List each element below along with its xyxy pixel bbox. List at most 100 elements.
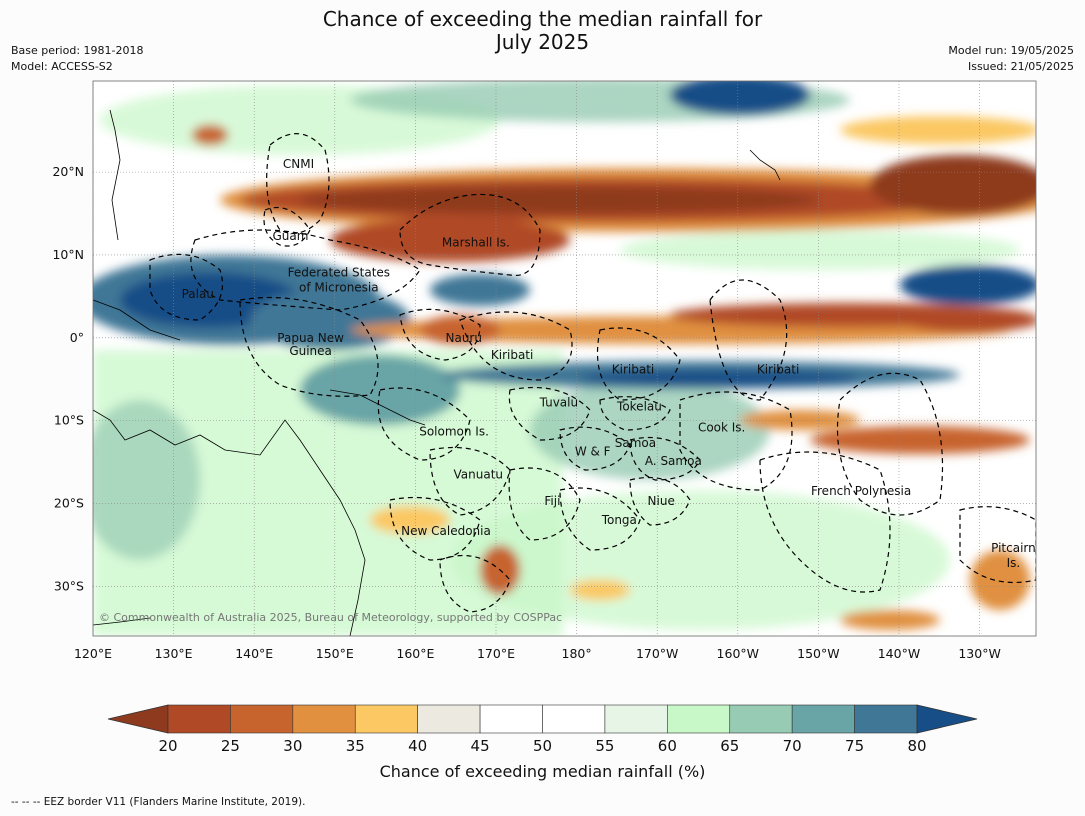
field-region — [900, 308, 1036, 332]
eez-french-polynesia-north — [836, 372, 944, 516]
longitude-ticks: 120°E 130°E 140°E 150°E 160°E 170°E 180° 170°W 1… — [74, 646, 1001, 661]
field-region — [810, 426, 1030, 454]
map-title: Chance of exceeding the median rainfall … — [0, 8, 1085, 54]
lon-tick-label: 180° — [562, 646, 592, 661]
eez-borders — [149, 133, 1036, 613]
colorbar-label: Chance of exceeding median rainfall (%) — [379, 762, 706, 781]
colorbar-tick-label: 20 — [158, 737, 177, 755]
eez-tuvalu — [508, 386, 591, 441]
place-label: Tonga — [601, 513, 637, 527]
lon-tick-label: 130°E — [155, 646, 193, 661]
field-region — [330, 218, 570, 262]
field-region — [840, 610, 940, 630]
eez-cook — [679, 391, 793, 491]
eez-fsm — [190, 229, 421, 311]
lon-tick-label: 140°E — [235, 646, 273, 661]
colorbar-tick-label: 35 — [346, 737, 365, 755]
eez-vanuatu — [429, 446, 511, 516]
eez-cnmi — [266, 133, 330, 234]
title-line-1: Chance of exceeding the median rainfall … — [322, 7, 763, 31]
eez-tokelau — [599, 396, 671, 431]
lat-tick-label: 0° — [70, 330, 84, 345]
philippines-coast — [109, 109, 121, 241]
lon-tick-label: 160°E — [396, 646, 434, 661]
colorbar-tick-label: 25 — [221, 737, 240, 755]
colorbar-segment — [230, 704, 294, 734]
hawaii-coast — [749, 149, 781, 181]
colorbar-segment — [479, 704, 543, 734]
base-info: Base period: 1981-2018 Model: ACCESS-S2 — [11, 43, 143, 75]
lon-tick-label: 120°E — [74, 646, 112, 661]
field-region — [192, 125, 228, 145]
place-label: Pitcairn — [991, 541, 1036, 555]
australia-coast — [93, 409, 366, 636]
field-region — [970, 550, 1030, 610]
field-region — [580, 370, 860, 386]
place-label: A. Samoa — [645, 454, 702, 468]
latitude-ticks: 20°N 10°N 0° 10°S 20°S 30°S — [52, 164, 84, 593]
field-region — [300, 186, 820, 214]
base-period-text: Base period: 1981-2018 — [11, 44, 144, 57]
model-run-text: Model run: 19/05/2025 — [948, 44, 1074, 57]
field-region — [620, 230, 1020, 270]
eez-kiribati-line — [709, 279, 788, 401]
title-line-2: July 2025 — [495, 30, 590, 54]
colorbar-tick-label: 50 — [533, 737, 552, 755]
lat-tick-label: 10°N — [52, 247, 84, 262]
colorbar-segment — [354, 704, 418, 734]
place-label: Papua New — [277, 331, 344, 345]
colorbar-segment — [292, 704, 356, 734]
colorbar-tick-label: 65 — [720, 737, 739, 755]
field-region — [570, 580, 630, 600]
eez-kiribati-west — [459, 311, 573, 381]
place-label: Guam — [272, 229, 308, 243]
colorbar-high-extend — [916, 704, 978, 734]
lat-tick-label: 30°S — [54, 578, 84, 593]
colorbar-segment — [791, 704, 855, 734]
place-label: Guinea — [289, 344, 332, 358]
eez-solomon — [377, 387, 471, 461]
place-label: Niue — [648, 494, 675, 508]
colorbar-segment — [667, 704, 731, 734]
lat-tick-label: 20°N — [52, 164, 84, 179]
run-info: Model run: 19/05/2025 Issued: 21/05/2025 — [948, 43, 1074, 75]
map-frame — [92, 80, 1037, 637]
place-label: Fiji — [544, 494, 560, 508]
colorbar-segment — [167, 704, 231, 734]
lon-tick-label: 170°W — [636, 646, 678, 661]
eez-guam — [263, 206, 311, 247]
png-coast — [329, 389, 426, 426]
lon-tick-label: 140°W — [878, 646, 920, 661]
lon-tick-label: 150°W — [797, 646, 839, 661]
colorbar-tick-label: 70 — [783, 737, 802, 755]
place-label: Federated States — [288, 265, 390, 279]
colorbar-low-extend — [107, 704, 169, 734]
place-label: Marshall Is. — [442, 236, 510, 250]
field-region — [93, 400, 200, 560]
place-label: W & F — [575, 444, 611, 458]
south-coast — [93, 617, 151, 626]
place-label: Samoa — [615, 436, 656, 450]
place-label: Tokelau — [616, 400, 662, 414]
colorbar-tick-label: 80 — [907, 737, 926, 755]
eez-palau — [149, 253, 224, 321]
place-label: Tuvalu — [539, 395, 579, 409]
colorbar-segment — [604, 704, 668, 734]
place-label: Kiribati — [491, 348, 533, 362]
lon-tick-label: 170°E — [477, 646, 515, 661]
eez-new-caledonia — [389, 496, 481, 561]
colorbar-tick-label: 55 — [595, 737, 614, 755]
gridlines — [93, 81, 1036, 636]
field-region — [430, 274, 530, 306]
colorbar: 20 25 30 35 40 45 50 55 60 65 70 75 80 — [107, 704, 978, 755]
eez-png — [239, 296, 379, 397]
lon-tick-label: 150°E — [316, 646, 354, 661]
lon-tick-label: 130°W — [958, 646, 1000, 661]
lat-tick-label: 20°S — [54, 495, 84, 510]
coastlines — [93, 109, 781, 636]
place-label: Cook Is. — [698, 420, 745, 434]
colorbar-tick-label: 30 — [283, 737, 302, 755]
place-label: New Caledonia — [401, 524, 491, 538]
lat-tick-label: 10°S — [54, 413, 84, 428]
